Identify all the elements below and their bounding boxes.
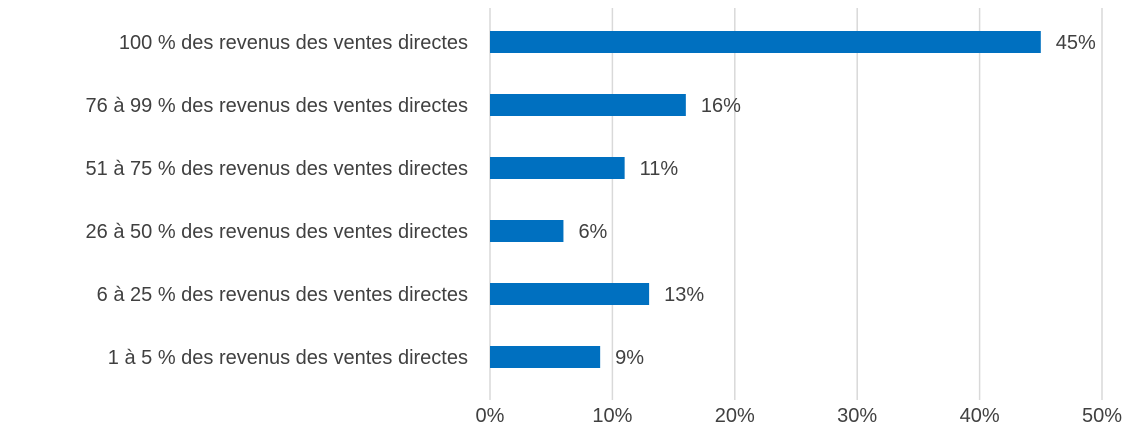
data-label: 11% [640, 158, 679, 180]
data-label: 45% [1056, 32, 1096, 54]
category-label: 51 à 75 % des revenus des ventes directe… [86, 158, 468, 180]
category-label: 76 à 99 % des revenus des ventes directe… [86, 95, 468, 117]
category-label: 100 % des revenus des ventes directes [119, 32, 468, 54]
data-label: 6% [578, 221, 607, 243]
x-tick-label: 50% [1082, 405, 1122, 427]
data-labels: 45% 16% 11% 6% 13% 9% [578, 32, 1096, 369]
data-label: 9% [615, 347, 644, 369]
category-label: 1 à 5 % des revenus des ventes directes [108, 347, 468, 369]
x-tick-label: 0% [476, 405, 505, 427]
bar [490, 283, 650, 305]
x-tick-label: 40% [960, 405, 1000, 427]
x-tick-label: 30% [837, 405, 877, 427]
bar [490, 31, 1041, 53]
bar [490, 220, 564, 242]
data-label: 13% [664, 284, 704, 306]
bar [490, 346, 601, 368]
x-axis-tick-labels: 0% 10% 20% 30% 40% 50% [476, 405, 1123, 427]
gridlines [489, 8, 1103, 400]
x-tick-label: 10% [592, 405, 632, 427]
bar [490, 94, 686, 116]
x-tick-label: 20% [715, 405, 755, 427]
bar [490, 157, 625, 179]
bars [490, 31, 1041, 368]
data-label: 16% [701, 95, 741, 117]
category-label: 26 à 50 % des revenus des ventes directe… [86, 221, 468, 243]
category-label: 6 à 25 % des revenus des ventes directes [97, 284, 468, 306]
category-labels: 100 % des revenus des ventes directes 76 … [86, 32, 468, 369]
